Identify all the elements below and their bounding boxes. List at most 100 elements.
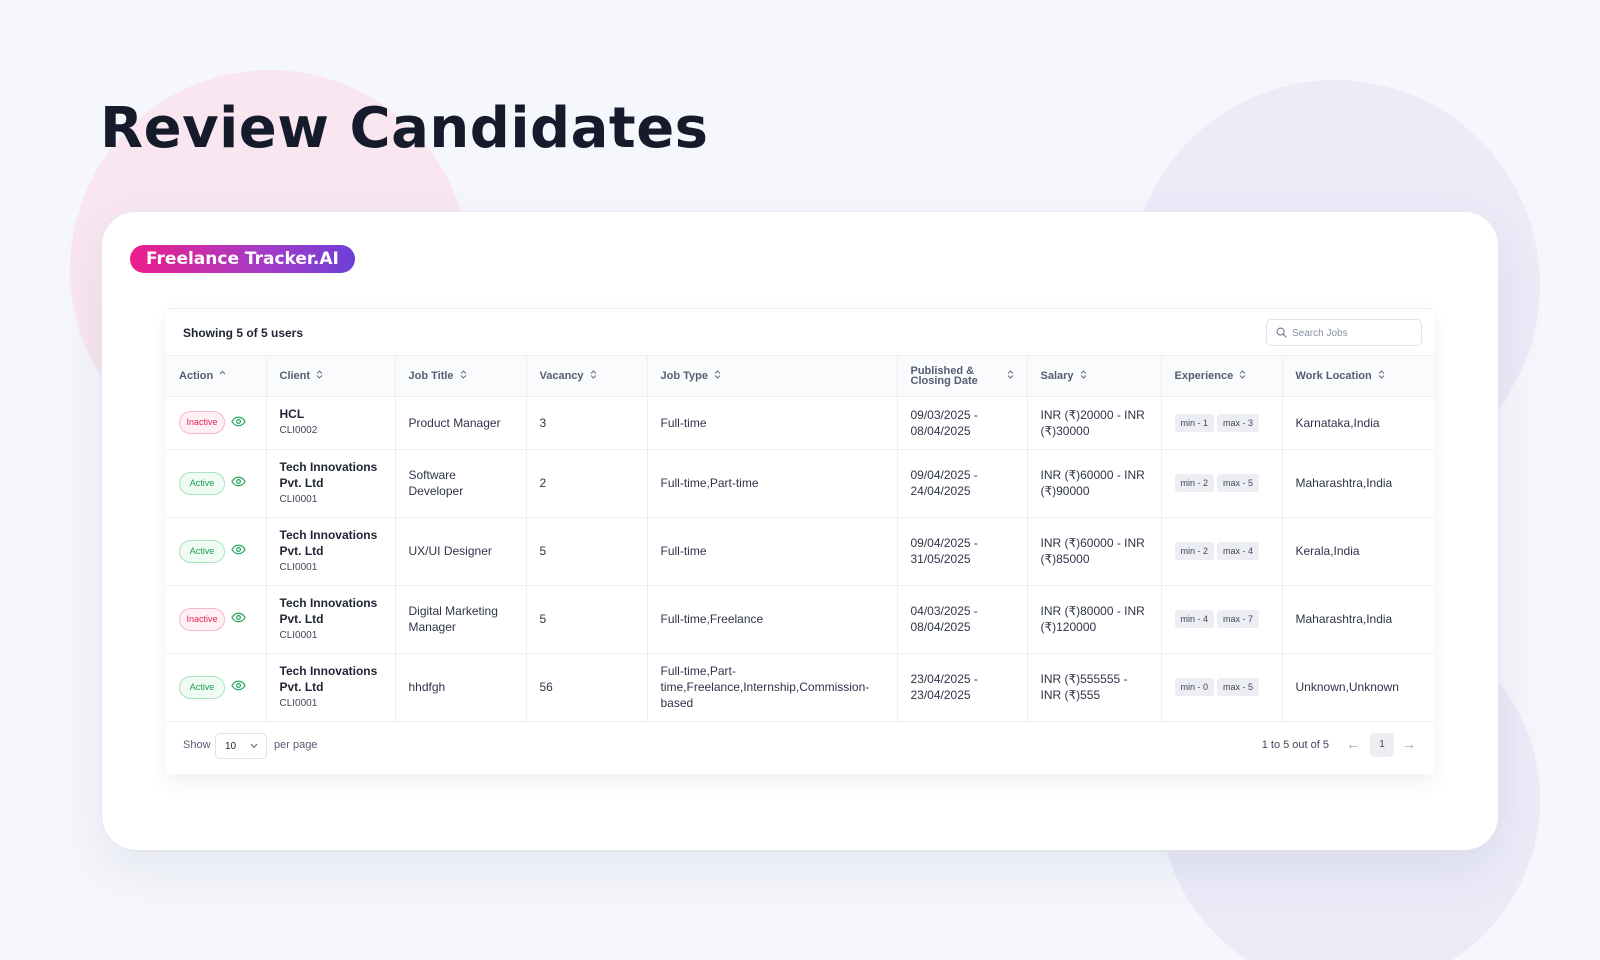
cell-location: Kerala,India <box>1282 517 1434 586</box>
column-header-action[interactable]: Action <box>166 356 267 397</box>
column-header-client[interactable]: Client <box>266 356 396 397</box>
cell-dates: 09/03/2025 - 08/04/2025 <box>897 396 1028 450</box>
sort-icon[interactable] <box>316 370 323 382</box>
sort-asc-icon[interactable] <box>219 370 226 382</box>
cell-dates: 09/04/2025 - 24/04/2025 <box>897 449 1028 518</box>
cell-job-title: UX/UI Designer <box>395 517 527 586</box>
cell-salary: INR (₹)60000 - INR (₹)90000 <box>1027 449 1162 518</box>
cell-location: Karnataka,India <box>1282 396 1434 450</box>
client-id: CLI0001 <box>279 493 318 505</box>
cell-client: Tech Innovations Pvt. Ltd CLI0001 <box>266 653 396 722</box>
eye-icon[interactable] <box>231 475 246 491</box>
next-page-icon[interactable]: → <box>1402 735 1416 752</box>
column-header-experience[interactable]: Experience <box>1161 356 1283 397</box>
status-badge[interactable]: Active <box>179 471 225 495</box>
column-label: Vacancy <box>539 369 584 382</box>
column-label: Action <box>179 369 214 382</box>
cell-salary: INR (₹)80000 - INR (₹)120000 <box>1027 585 1162 654</box>
cell-location: Maharashtra,India <box>1282 585 1434 654</box>
client-name: Tech Innovations Pvt. Ltd <box>279 527 378 558</box>
sort-icon[interactable] <box>714 370 721 382</box>
column-label: Salary <box>1040 369 1074 382</box>
sort-icon[interactable] <box>460 370 467 382</box>
cell-job-title: Software Developer <box>395 449 527 518</box>
cell-action: Active <box>166 449 267 518</box>
status-badge[interactable]: Inactive <box>179 607 225 631</box>
sort-icon[interactable] <box>590 370 597 382</box>
cell-client: Tech Innovations Pvt. Ltd CLI0001 <box>266 585 396 654</box>
cell-salary: INR (₹)20000 - INR (₹)30000 <box>1027 396 1162 450</box>
cell-job-title: Digital Marketing Manager <box>395 585 527 654</box>
cell-dates: 04/03/2025 - 08/04/2025 <box>897 585 1028 654</box>
column-label: Published & Closing Date <box>910 364 978 387</box>
experience-max-chip: max - 5 <box>1217 678 1260 696</box>
cell-vacancy: 5 <box>526 517 648 586</box>
cell-action: Active <box>166 653 267 722</box>
cell-client: HCL CLI0002 <box>266 396 396 450</box>
eye-icon[interactable] <box>231 611 246 627</box>
cell-experience: min - 0 max - 5 <box>1161 653 1283 722</box>
eye-icon[interactable] <box>231 543 246 559</box>
column-header-job-title[interactable]: Job Title <box>395 356 527 397</box>
pagination-bar: Show 10 per page 1 to 5 out of 5 ← 1 → <box>166 722 1434 768</box>
cell-job-type: Full-time,Part-time <box>647 449 898 518</box>
status-badge[interactable]: Active <box>179 539 225 563</box>
experience-max-chip: max - 4 <box>1217 542 1260 560</box>
column-label: Job Type <box>660 369 708 382</box>
cell-dates: 23/04/2025 - 23/04/2025 <box>897 653 1028 722</box>
column-label: Client <box>279 369 311 382</box>
prev-page-icon[interactable]: ← <box>1346 735 1360 752</box>
cell-experience: min - 2 max - 4 <box>1161 517 1283 586</box>
jobs-table: Action Client Job Title Vacancy Job Type… <box>166 356 1434 722</box>
per-page-select[interactable]: 10 <box>215 732 267 759</box>
column-header-dates[interactable]: Published & Closing Date <box>897 356 1028 397</box>
per-page-label: per page <box>274 738 318 751</box>
cell-experience: min - 4 max - 7 <box>1161 585 1283 654</box>
column-header-location[interactable]: Work Location <box>1282 356 1434 397</box>
experience-min-chip: min - 2 <box>1174 542 1215 560</box>
page-number-current[interactable]: 1 <box>1370 732 1394 757</box>
page-title: Review Candidates <box>100 96 709 161</box>
cell-dates: 09/04/2025 - 31/05/2025 <box>897 517 1028 586</box>
client-id: CLI0001 <box>279 561 318 573</box>
sort-icon[interactable] <box>1007 369 1014 382</box>
table-row: Inactive Tech Innovations Pvt. Ltd CLI0001… <box>166 585 1434 654</box>
sort-icon[interactable] <box>1080 370 1087 382</box>
column-label: Job Title <box>408 369 454 382</box>
eye-icon[interactable] <box>231 415 246 431</box>
cell-location: Unknown,Unknown <box>1282 653 1434 722</box>
client-name: Tech Innovations Pvt. Ltd <box>279 595 378 626</box>
column-header-vacancy[interactable]: Vacancy <box>526 356 648 397</box>
experience-min-chip: min - 4 <box>1174 610 1215 628</box>
cell-salary: INR (₹)60000 - INR (₹)85000 <box>1027 517 1162 586</box>
sort-icon[interactable] <box>1239 370 1246 382</box>
cell-job-title: hhdfgh <box>395 653 527 722</box>
column-label: Experience <box>1174 369 1234 382</box>
column-header-job-type[interactable]: Job Type <box>647 356 898 397</box>
search-box[interactable] <box>1266 319 1422 346</box>
client-name: HCL <box>279 407 305 421</box>
table-row: Active Tech Innovations Pvt. Ltd CLI0001 hh… <box>166 653 1434 722</box>
status-badge[interactable]: Active <box>179 675 225 699</box>
eye-icon[interactable] <box>231 679 246 695</box>
chevron-down-icon <box>250 743 258 748</box>
search-input[interactable] <box>1292 324 1416 342</box>
client-id: CLI0002 <box>279 425 318 436</box>
sort-icon[interactable] <box>1378 370 1385 382</box>
cell-job-type: Full-time,Part-time,Freelance,Internship… <box>647 653 898 722</box>
client-name: Tech Innovations Pvt. Ltd <box>279 663 378 694</box>
status-badge[interactable]: Inactive <box>179 411 225 434</box>
client-name: Tech Innovations Pvt. Ltd <box>279 459 378 490</box>
table-header-row: Action Client Job Title Vacancy Job Type… <box>166 356 1434 397</box>
cell-vacancy: 5 <box>526 585 648 654</box>
cell-job-title: Product Manager <box>395 396 527 450</box>
candidates-card: Freelance Tracker.AI Showing 5 of 5 user… <box>102 212 1498 850</box>
show-label: Show <box>183 738 211 751</box>
search-icon <box>1276 327 1287 338</box>
experience-min-chip: min - 0 <box>1174 678 1215 696</box>
cell-experience: min - 1 max - 3 <box>1161 396 1283 450</box>
client-id: CLI0001 <box>279 629 318 641</box>
experience-max-chip: max - 3 <box>1217 413 1260 432</box>
column-header-salary[interactable]: Salary <box>1027 356 1162 397</box>
cell-salary: INR (₹)555555 - INR (₹)555 <box>1027 653 1162 722</box>
